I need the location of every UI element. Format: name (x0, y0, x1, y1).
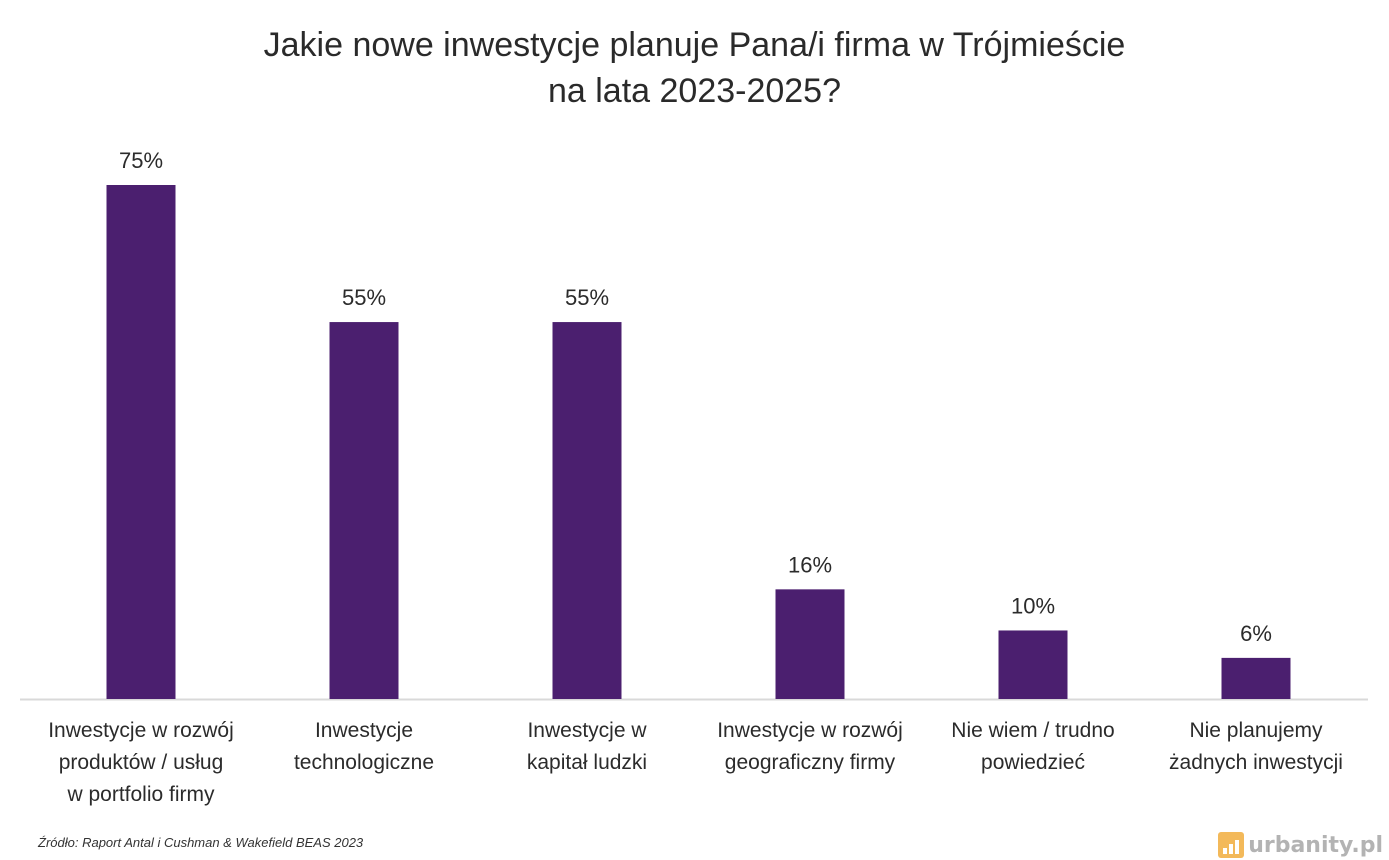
category-label-3: Inwestycje w kapitał ludzki (526, 719, 648, 774)
category-label-2: Inwestycje technologiczne (293, 719, 435, 774)
data-label-6: 6% (1240, 621, 1272, 646)
source-note: Źródło: Raport Antal i Cushman & Wakefie… (38, 835, 364, 850)
urbanity-logo-icon (1218, 832, 1245, 858)
bar-2 (329, 322, 399, 699)
category-label-5: Nie wiem / trudno powiedzieć (951, 719, 1115, 774)
category-label-4: Inwestycje w rozwój geograficzny firmy (717, 719, 903, 774)
data-label-3: 55% (565, 285, 609, 310)
data-label-4: 16% (788, 552, 832, 577)
data-label-1: 75% (119, 148, 163, 173)
bar-4 (775, 589, 845, 699)
bar-1 (106, 185, 176, 699)
bar-5 (998, 630, 1068, 699)
watermark-text: urbanity.pl (1248, 832, 1383, 858)
chart-title-line-2: na lata 2023-2025? (547, 72, 842, 110)
category-label-6: Nie planujemy żadnych inwestycji (1169, 719, 1343, 774)
data-label-5: 10% (1011, 593, 1055, 618)
category-label-1: Inwestycje w rozwój produktów / usług w … (48, 719, 234, 806)
watermark: urbanity.pl (1218, 832, 1383, 858)
bar-3 (552, 322, 622, 699)
data-label-2: 55% (342, 285, 386, 310)
chart-title: Jakie nowe inwestycje planuje Pana/i fir… (0, 22, 1389, 114)
bar-6 (1221, 657, 1291, 699)
chart-title-line-1: Jakie nowe inwestycje planuje Pana/i fir… (263, 26, 1126, 64)
